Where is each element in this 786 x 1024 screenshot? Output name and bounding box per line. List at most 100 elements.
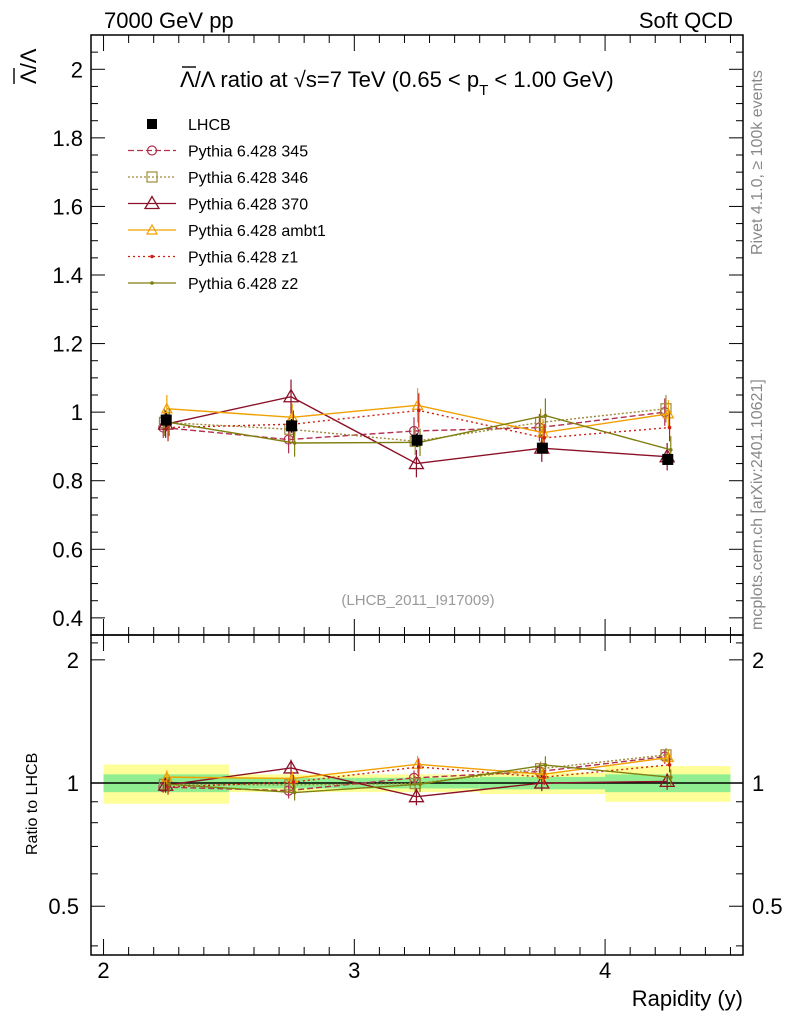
ratio-series-5 <box>167 756 673 801</box>
series-line <box>164 408 667 442</box>
series-point <box>408 455 425 470</box>
data-point <box>160 414 172 426</box>
ratio-point <box>408 788 425 803</box>
side-label-top: Rivet 4.1.0, ≥ 100k events <box>749 70 766 255</box>
legend-item-5: Pythia 6.428 z2 <box>128 276 298 293</box>
series-point <box>668 448 673 452</box>
legend-item-1: Pythia 6.428 346 <box>128 170 308 187</box>
legend-label: LHCB <box>188 117 231 134</box>
x-tick-label: 3 <box>348 958 360 983</box>
ratio-point <box>411 758 424 769</box>
series-point <box>417 408 421 413</box>
y-tick-label: 1.8 <box>52 126 83 151</box>
ratio-point <box>418 782 422 786</box>
y-tick-label: 1.4 <box>52 263 83 288</box>
legend: LHCB Pythia 6.428 345 Pythia 6.428 346 Pyth… <box>128 117 326 293</box>
legend-label: Pythia 6.428 345 <box>188 144 308 161</box>
legend-marker <box>146 171 158 183</box>
ratio-series-4 <box>166 757 672 795</box>
series-point <box>542 436 546 440</box>
ratio-series-2 <box>157 759 676 806</box>
ratio-point <box>668 775 673 780</box>
title-s-text: s=7 TeV (0.65 < p <box>306 67 479 92</box>
series-point <box>292 441 297 445</box>
series-5 <box>167 398 673 464</box>
ratio-point <box>291 780 296 784</box>
legend-item-3: Pythia 6.428 ambt1 <box>128 223 326 240</box>
series-4 <box>166 393 672 452</box>
legend-marker <box>143 195 161 210</box>
x-tick-label: 4 <box>599 958 611 983</box>
legend-label: Pythia 6.428 370 <box>188 197 308 214</box>
y-tick-label: 2 <box>71 57 83 82</box>
title-sqrt: √ <box>294 67 307 92</box>
side-label-bottom: mcplots.cern.ch [arXiv:2401.10621] <box>749 379 766 630</box>
ratio-point <box>283 785 294 796</box>
y-tick-label: 1.6 <box>52 194 83 219</box>
xlabel: Rapidity (y) <box>632 986 743 1011</box>
ratio-point <box>533 774 550 789</box>
legend-label: Pythia 6.428 z1 <box>188 250 298 267</box>
data-point <box>536 442 548 454</box>
legend-item-4: Pythia 6.428 z1 <box>128 250 298 267</box>
series-2 <box>157 379 676 478</box>
series-point <box>543 413 548 418</box>
header-left: 7000 GeV pp <box>104 8 234 33</box>
title-suffix: < 1.00 GeV) <box>488 67 613 92</box>
ratio-point <box>542 775 546 779</box>
legend-item-2: Pythia 6.428 370 <box>128 195 308 214</box>
legend-label: Pythia 6.428 ambt1 <box>188 223 326 240</box>
legend-marker <box>145 223 159 235</box>
ratio-point <box>160 770 173 782</box>
ratio-point <box>662 751 675 763</box>
ratio-tick-label: 2 <box>67 648 79 673</box>
main-ylabel: Λ/Λ <box>13 48 41 84</box>
ratio-ylabel: Ratio to LHCB <box>24 753 41 855</box>
legend-label: Pythia 6.428 346 <box>188 170 308 187</box>
ratio-point <box>417 765 421 769</box>
ratio-point <box>660 749 672 761</box>
analysis-watermark: (LHCB_2011_I917009) <box>341 592 494 609</box>
y-tick-label: 0.4 <box>52 606 83 631</box>
series-point <box>659 407 670 418</box>
ratio-tick-label-right: 0.5 <box>752 894 783 919</box>
y-tick-label: 1.2 <box>52 332 83 357</box>
data-point <box>286 420 298 432</box>
series-point <box>283 434 294 445</box>
ratio-point <box>408 772 420 783</box>
y-tick-label: 0.6 <box>52 537 83 562</box>
ratio-tick-label-right: 2 <box>752 648 764 673</box>
legend-marker <box>150 254 154 259</box>
title-sub: T <box>479 82 488 99</box>
ratio-point <box>167 782 172 787</box>
lhcb-data <box>160 413 674 465</box>
series-point <box>662 407 675 419</box>
legend-item-0: Pythia 6.428 345 <box>128 144 308 161</box>
series-point <box>667 425 672 430</box>
y-tick-label: 1 <box>71 400 83 425</box>
header-right: Soft QCD <box>639 8 733 33</box>
series-point <box>160 402 173 414</box>
ratio-frame <box>90 634 744 956</box>
ratio-series <box>157 747 676 806</box>
data-point <box>411 434 423 446</box>
ratio-tick-label: 0.5 <box>48 894 79 919</box>
legend-marker <box>146 145 158 156</box>
data-point <box>662 453 674 465</box>
ratio-tick-label-right: 1 <box>752 771 764 796</box>
x-tick-label: 2 <box>97 958 109 983</box>
ratio-tick-label: 1 <box>67 771 79 796</box>
main-series <box>157 379 676 478</box>
legend-marker <box>147 119 157 129</box>
axes: 0.4 0.6 0.8 1 1.2 1.4 1.6 1.8 2 0.5 0.5 1 1 2 2 2 3 4 <box>48 34 783 983</box>
title-prefix: Λ/Λ ratio at <box>180 67 294 92</box>
ratio-point <box>282 759 300 774</box>
ylabel-text: Λ/Λ <box>16 48 41 84</box>
svg-text:Λ/Λ ratio at √s=7 TeV (0.65 <: Λ/Λ ratio at √s=7 TeV (0.65 < pT < 1.00 … <box>180 67 614 99</box>
ratio-point <box>667 763 672 767</box>
legend-label: Pythia 6.428 z2 <box>188 276 298 293</box>
ratio-point <box>543 763 548 767</box>
ratio-point <box>292 790 297 795</box>
series-point <box>282 388 300 403</box>
